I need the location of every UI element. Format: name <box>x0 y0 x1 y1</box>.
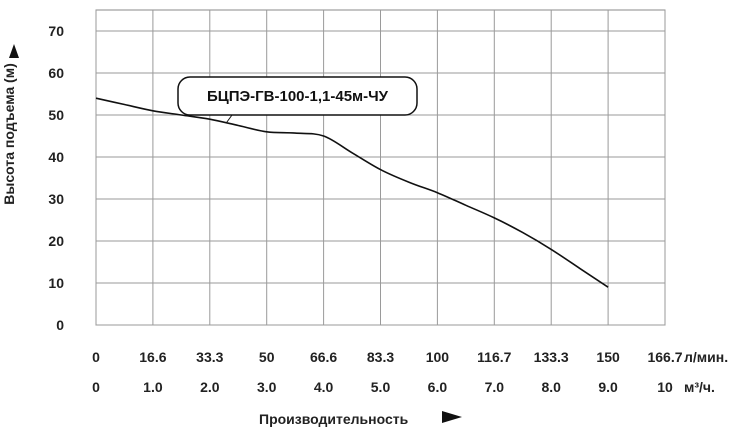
series-group: БЦПЭ-ГВ-100-1,1-45м-ЧУ <box>95 76 609 288</box>
series-label-leader <box>226 114 233 123</box>
x-tick-label: 83.3 <box>367 349 394 365</box>
y-tick-label: 10 <box>48 275 64 291</box>
x-tick-label: 3.0 <box>257 379 277 395</box>
y-tick-labels: 0 10 20 30 40 50 60 70 <box>48 23 64 333</box>
x-axis-m3h: 0 1.0 2.0 3.0 4.0 5.0 6.0 7.0 8.0 9.0 10 м³/ч. <box>92 379 715 395</box>
x-tick-label: 16.6 <box>139 349 166 365</box>
x-tick-label: 7.0 <box>485 379 505 395</box>
x-tick-label: 100 <box>426 349 450 365</box>
x-tick-label: 33.3 <box>196 349 223 365</box>
x-tick-label: 9.0 <box>598 379 618 395</box>
y-tick-label: 0 <box>56 317 64 333</box>
x-tick-label: 66.6 <box>310 349 337 365</box>
x-tick-label: 166.7 <box>647 349 682 365</box>
x-tick-label: 150 <box>596 349 620 365</box>
series-line <box>95 97 609 288</box>
chart-grid <box>95 9 666 326</box>
x-tick-label: 6.0 <box>428 379 448 395</box>
y-axis-title: Высота подъема (м) <box>1 63 17 204</box>
x-axis-arrow-icon <box>442 411 462 423</box>
x-axis-lpm: 0 16.6 33.3 50 66.6 83.3 100 116.7 133.3 150 166.7… <box>92 349 728 365</box>
x-tick-label: 1.0 <box>143 379 163 395</box>
x-tick-label: 50 <box>259 349 275 365</box>
x-tick-label: 5.0 <box>371 379 391 395</box>
y-tick-label: 50 <box>48 107 64 123</box>
x-tick-label: 133.3 <box>534 349 569 365</box>
y-tick-label: 70 <box>48 23 64 39</box>
x-tick-label: 4.0 <box>314 379 334 395</box>
x-tick-label: 8.0 <box>541 379 561 395</box>
series-label-box <box>177 76 418 116</box>
x-axis-title: Производительность <box>259 411 409 427</box>
y-axis-arrow-icon <box>9 44 19 58</box>
x-tick-label: 0 <box>92 349 100 365</box>
x-unit-label: м³/ч. <box>684 379 715 395</box>
y-tick-label: 40 <box>48 149 64 165</box>
y-tick-label: 30 <box>48 191 64 207</box>
x-tick-label: 2.0 <box>200 379 220 395</box>
y-tick-label: 20 <box>48 233 64 249</box>
x-tick-label: 10 <box>657 379 673 395</box>
x-tick-label: 116.7 <box>477 349 511 365</box>
x-unit-label: л/мин. <box>684 349 728 365</box>
x-tick-label: 0 <box>92 379 100 395</box>
y-tick-label: 60 <box>48 65 64 81</box>
series-label: БЦПЭ-ГВ-100-1,1-45м-ЧУ <box>207 88 389 105</box>
